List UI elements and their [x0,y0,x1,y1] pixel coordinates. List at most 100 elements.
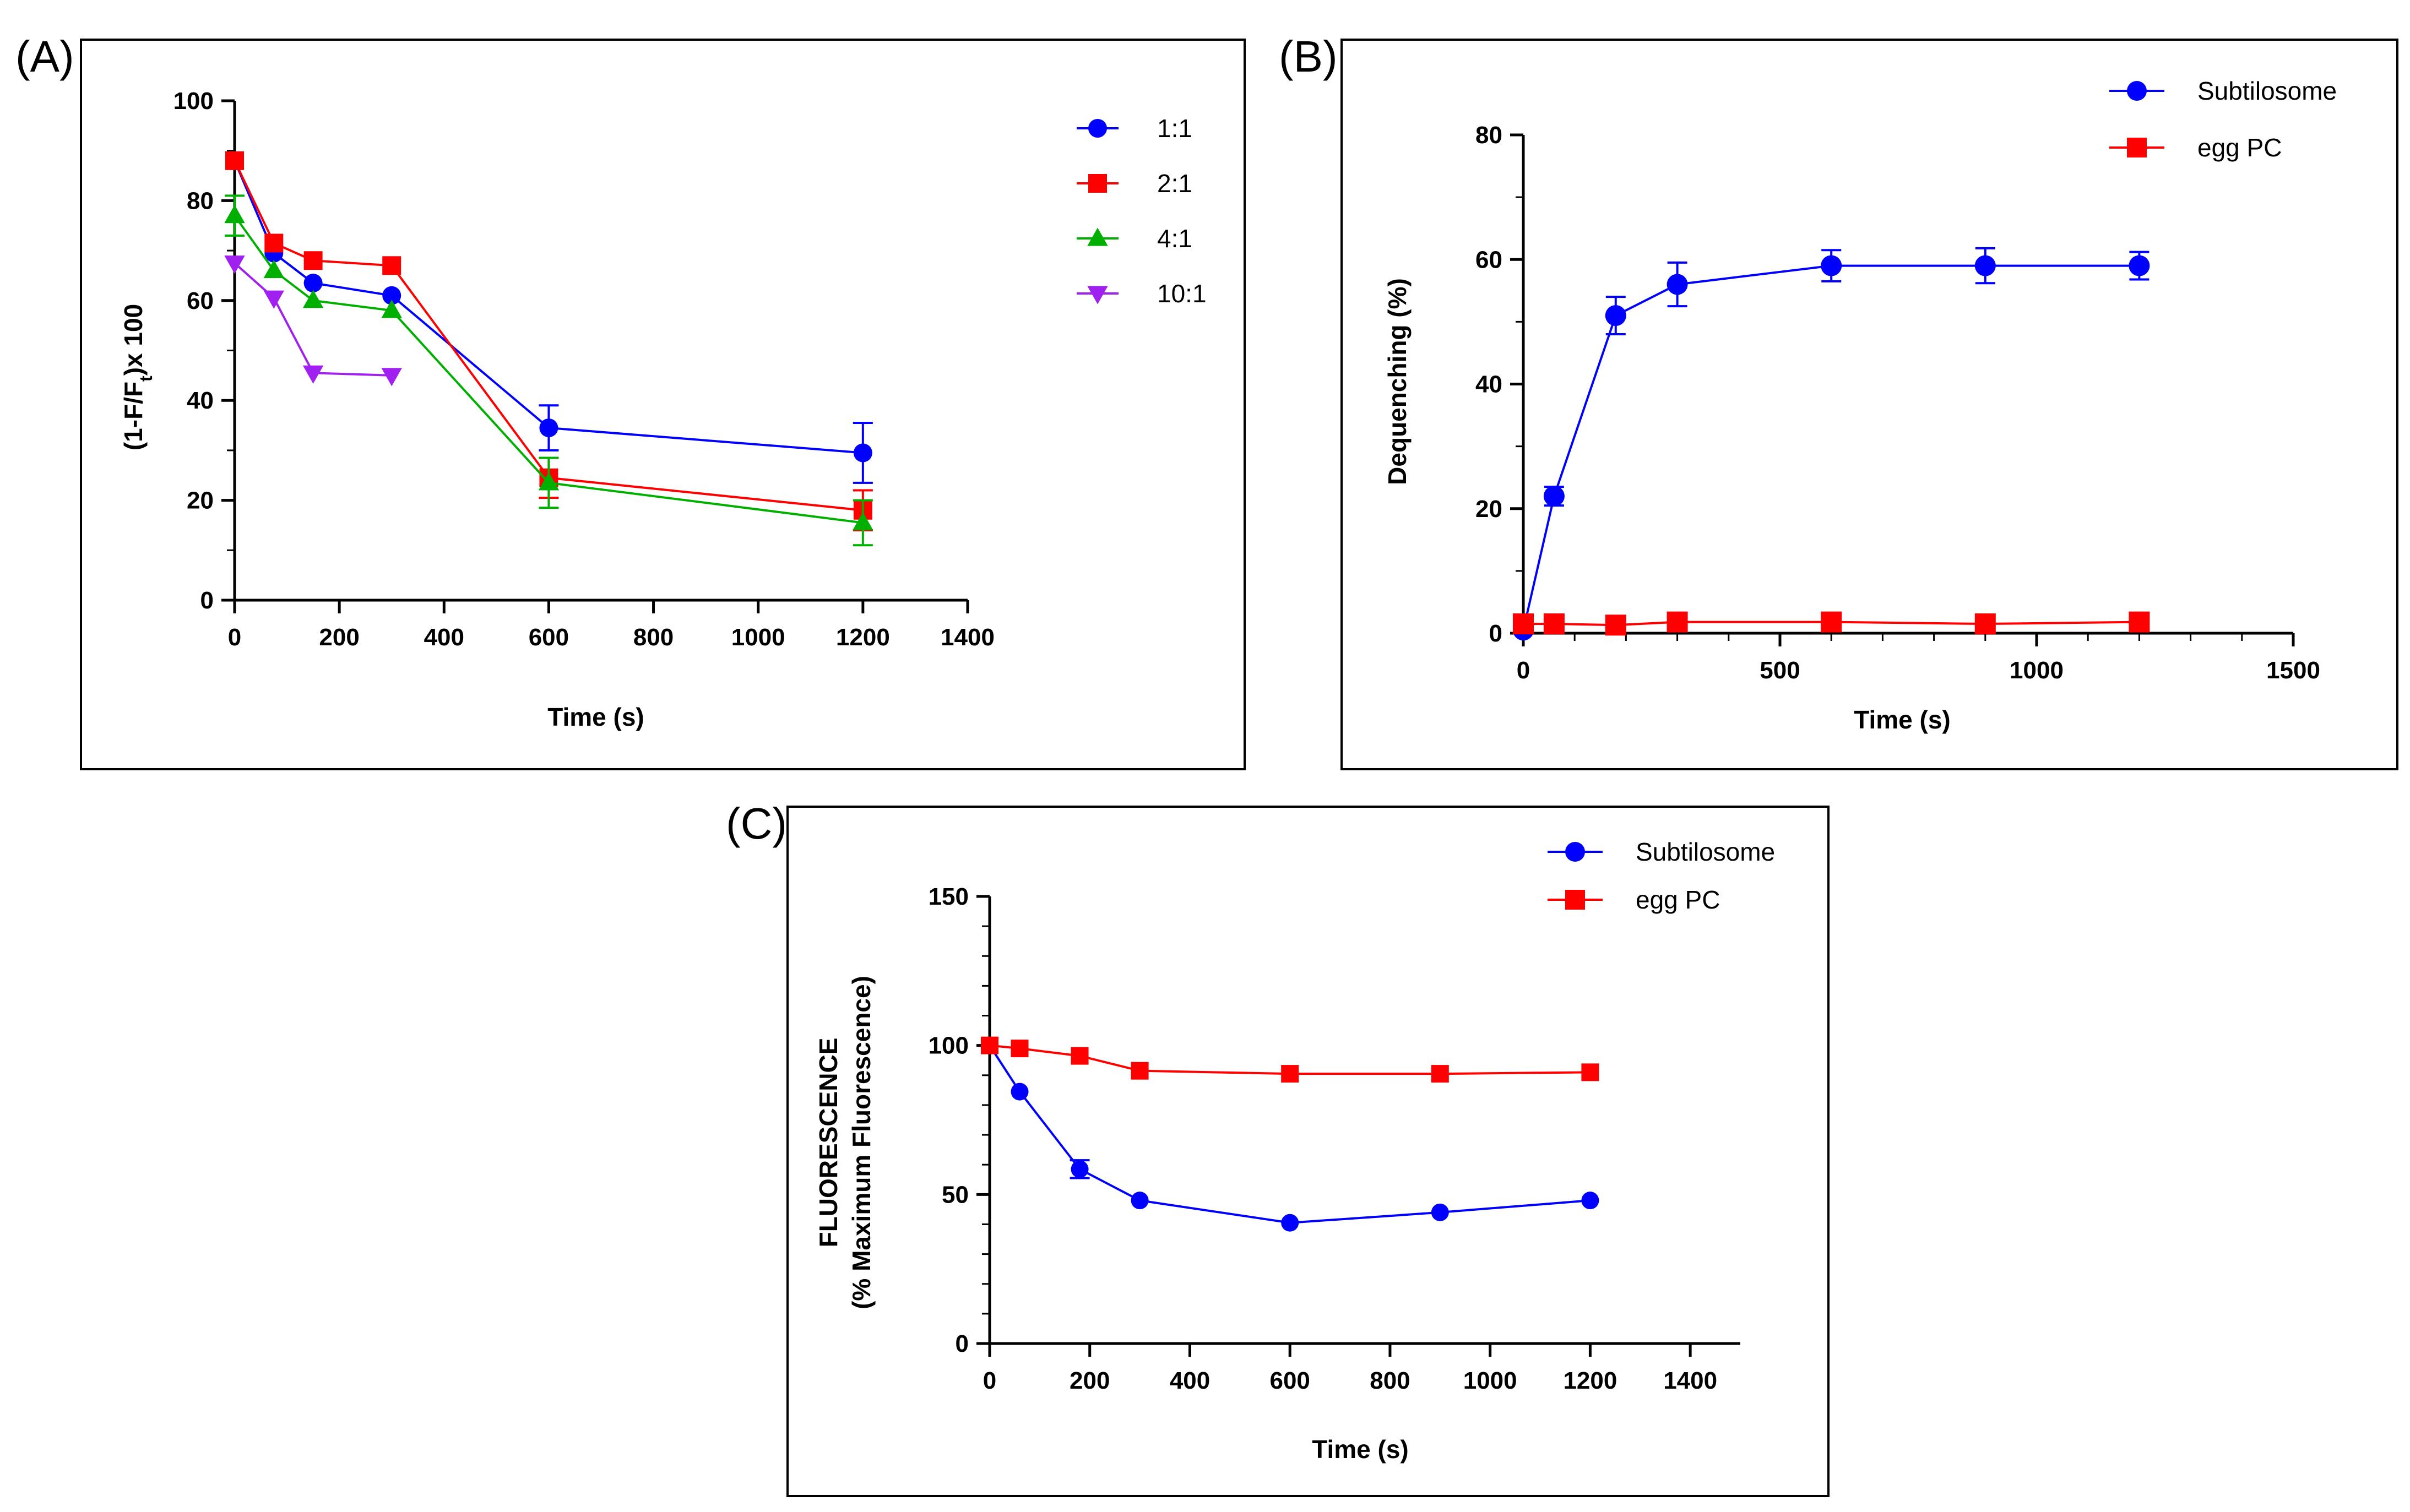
panel-c-data-point [1581,1063,1599,1081]
panel-c-x-tick-label: 200 [1070,1367,1110,1394]
panel-c-y-tick-label: 100 [929,1032,969,1059]
panel-a-x-tick-label: 800 [633,624,674,651]
panel-c-plot: 0 200 400 600 800 1000 1200 1400 0 50 100 150 [929,883,1740,1394]
panel-a-legend-marker [1088,174,1107,193]
panel-c-legend-marker [1565,890,1585,910]
panel-b-legend-marker [2127,81,2147,101]
panel-c-series-1 [981,1036,1599,1083]
panel-b-y-tick-label: 20 [1475,496,1502,523]
panel-a-series-2 [224,194,873,547]
panel-c-x-tick-label: 400 [1170,1367,1210,1394]
panel-b-plot: 0 500 1000 1500 0 20 40 60 80 [1475,122,2320,684]
panel-b-data-point [1821,255,1842,276]
panel-b-data-point [2129,611,2150,633]
panel-a-x-tick-label: 1400 [941,624,995,651]
panel-b-data-point [1605,614,1626,636]
panel-c-y-tick-label: 50 [942,1181,969,1208]
panel-a-data-point [853,512,873,531]
panel-c-data-point [1071,1160,1089,1178]
panel-a-legend-marker [1088,119,1107,138]
panel-c-legend-label: egg PC [1636,885,1720,914]
panel-b-x-tick-label: 0 [1517,657,1530,684]
panel-b-data-point [1974,613,1996,635]
panel-c-x-tick-label: 1000 [1463,1367,1517,1394]
panel-b-frame [1340,39,2398,770]
panel-c-x-tick-label: 600 [1269,1367,1310,1394]
panel-a-label: (A) [15,32,74,81]
panel-b-data-point [1543,613,1565,635]
panel-a-plot: 0 200 400 600 800 1000 1200 1400 0 20 40 60 80 100 [173,88,995,651]
panel-a-data-point [381,368,402,387]
panel-c-x-tick-label: 1400 [1663,1367,1717,1394]
panel-a-x-axis-label: Time (s) [547,703,644,731]
panel-a-data-point [224,255,245,274]
panel-a-y-tick-label: 20 [187,487,214,514]
panel-b-data-point [1543,486,1565,507]
panel-a-x-tick-label: 0 [228,624,241,651]
panel-b-data-point [1821,611,1842,633]
panel-c-y-tick-label: 0 [956,1330,969,1357]
panel-a-y-label-sub: t [136,376,156,382]
panel-a-x-tick-label: 1000 [731,624,785,651]
panel-a-data-point [382,286,401,305]
panel-a-legend-label: 1:1 [1157,114,1192,143]
panel-b-y-tick-label: 80 [1475,122,1502,149]
panel-b-data-point [1513,613,1534,635]
panel-a-data-point [302,290,324,308]
panel-b-x-tick-label: 1500 [2266,657,2320,684]
panel-a-data-point [381,300,402,318]
panel-a-data-point [225,151,244,170]
panel-b-y-axis-label: Dequenching (%) [1383,278,1412,485]
panel-c-label: (C) [726,799,787,848]
panel-a-data-point [303,274,323,293]
panel-b-series-0 [1513,247,2150,641]
panel-a-x-tick-label: 600 [529,624,569,651]
panel-b-x-axis-label: Time (s) [1854,705,1951,734]
panel-a-y-label-main: (1-F/F [119,382,148,450]
panel-b-legend-label: Subtilosome [2197,77,2337,105]
panel-a-data-point [539,418,558,438]
panel-c-data-point [1011,1083,1029,1101]
panel-a-legend-marker [1087,286,1108,304]
panel-a-legend-label: 4:1 [1157,224,1192,253]
panel-a-legend-label: 10:1 [1157,279,1207,308]
panel-a-legend: 1:1 2:1 4:1 10:1 [1077,114,1207,308]
panel-b-series-1 [1513,611,2150,636]
panel-b-x-tick-label: 1000 [2010,657,2064,684]
panel-a-series-line [234,215,864,524]
panel-c-x-tick-label: 1200 [1563,1367,1617,1394]
panel-c-data-point [981,1036,998,1054]
panel-a-data-point [263,259,285,278]
panel-a-data-point [302,365,324,384]
panel-c: (C) 0 200 400 600 800 1000 1200 1400 0 50 100 150 T… [726,799,1830,1497]
panel-a-x-tick-label: 200 [319,624,359,651]
panel-c-y-axis-label-line1: FLUORESCENCE [814,1038,843,1248]
panel-b-data-point [1974,255,1996,276]
panel-c-data-point [1431,1065,1449,1083]
panel-c-data-point [1011,1040,1029,1058]
panel-a-data-point [382,256,401,275]
panel-c-x-axis-label: Time (s) [1312,1435,1409,1464]
panel-c-x-tick-label: 0 [983,1367,996,1394]
panel-a-legend-marker [1087,227,1108,246]
panel-b-data-point [1667,274,1688,295]
panel-c-legend-label: Subtilosome [1636,837,1775,866]
panel-b-y-tick-label: 40 [1475,371,1502,398]
panel-a-y-axis-label: (1-F/Ft)x 100 [119,304,156,450]
panel-a-y-tick-label: 0 [200,587,214,614]
panel-b-legend-label: egg PC [2197,133,2282,162]
panel-c-data-point [1131,1062,1149,1080]
panel-b-legend-marker [2127,138,2147,157]
panel-b-data-point [2129,255,2150,276]
panel-a-y-tick-label: 80 [187,187,214,214]
panel-a-y-tick-label: 60 [187,287,214,314]
panel-b-y-tick-label: 60 [1475,246,1502,273]
panel-c-data-point [1281,1065,1299,1083]
panel-c-data-point [1431,1203,1449,1221]
panel-a-series-0 [225,151,873,484]
panel-a-y-tick-label: 100 [173,88,214,115]
panel-c-data-point [1281,1214,1299,1232]
panel-a-series-line [234,160,864,512]
panel-a-y-label-tail: )x 100 [119,304,148,376]
